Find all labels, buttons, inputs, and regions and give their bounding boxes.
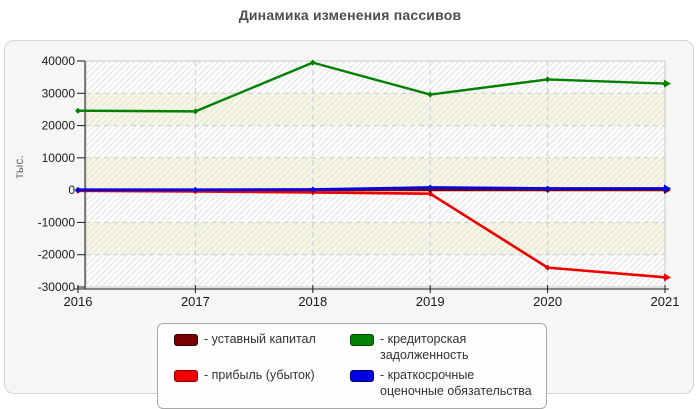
svg-text:40000: 40000: [42, 54, 76, 68]
svg-text:-10000: -10000: [38, 215, 76, 229]
svg-text:-20000: -20000: [38, 248, 76, 262]
legend-label: - кредиторская задолженность: [380, 332, 469, 362]
chart-title: Динамика изменения пассивов: [238, 7, 462, 23]
series-line: [75, 59, 671, 115]
legend-item: - кредиторская задолженность: [350, 332, 536, 363]
svg-text:20000: 20000: [42, 119, 76, 133]
legend-label: - уставный капитал: [204, 332, 316, 346]
legend-item: - уставный капитал: [174, 332, 342, 363]
chart-panel: 40000 30000 20000 10000 0 -10000 -20000 -30000 2…: [4, 40, 694, 409]
chart-plot-area: 400003000020000100000-10000-20000-300002…: [38, 54, 680, 309]
svg-text:2017: 2017: [181, 294, 210, 309]
chart-legend: - уставный капитал - прибыль (убыток) - кр…: [157, 323, 547, 409]
plot-border: [85, 60, 666, 288]
svg-text:2020: 2020: [533, 294, 562, 309]
legend-swatch: [174, 370, 198, 383]
legend-label: - краткосрочные оценочные обязательства: [380, 368, 532, 398]
legend-swatch: [350, 334, 374, 346]
series-line: [75, 184, 671, 193]
legend-item: - краткосрочные оценочные обязательства: [350, 368, 536, 399]
legend-swatch: [350, 370, 374, 383]
axes: [74, 60, 669, 293]
svg-text:2019: 2019: [416, 294, 445, 309]
svg-text:2016: 2016: [64, 294, 93, 309]
y-tick-labels: 40000 30000 20000 10000 0 -10000 -20000 -30000: [38, 54, 76, 294]
svg-text:0: 0: [68, 183, 75, 197]
plot-bands: [86, 61, 665, 287]
svg-text:10000: 10000: [42, 151, 76, 165]
legend-swatch: [174, 334, 198, 346]
svg-text:2021: 2021: [651, 294, 680, 309]
svg-text:2018: 2018: [298, 294, 327, 309]
legend-item: - прибыль (убыток): [174, 368, 342, 399]
y-axis-title: тыс.: [12, 155, 26, 179]
svg-text:-30000: -30000: [38, 280, 76, 294]
legend-label: - прибыль (убыток): [204, 368, 315, 383]
svg-text:30000: 30000: [42, 86, 76, 100]
x-tick-labels: 2016 2017 2018 2019 2020 2021: [64, 294, 680, 309]
